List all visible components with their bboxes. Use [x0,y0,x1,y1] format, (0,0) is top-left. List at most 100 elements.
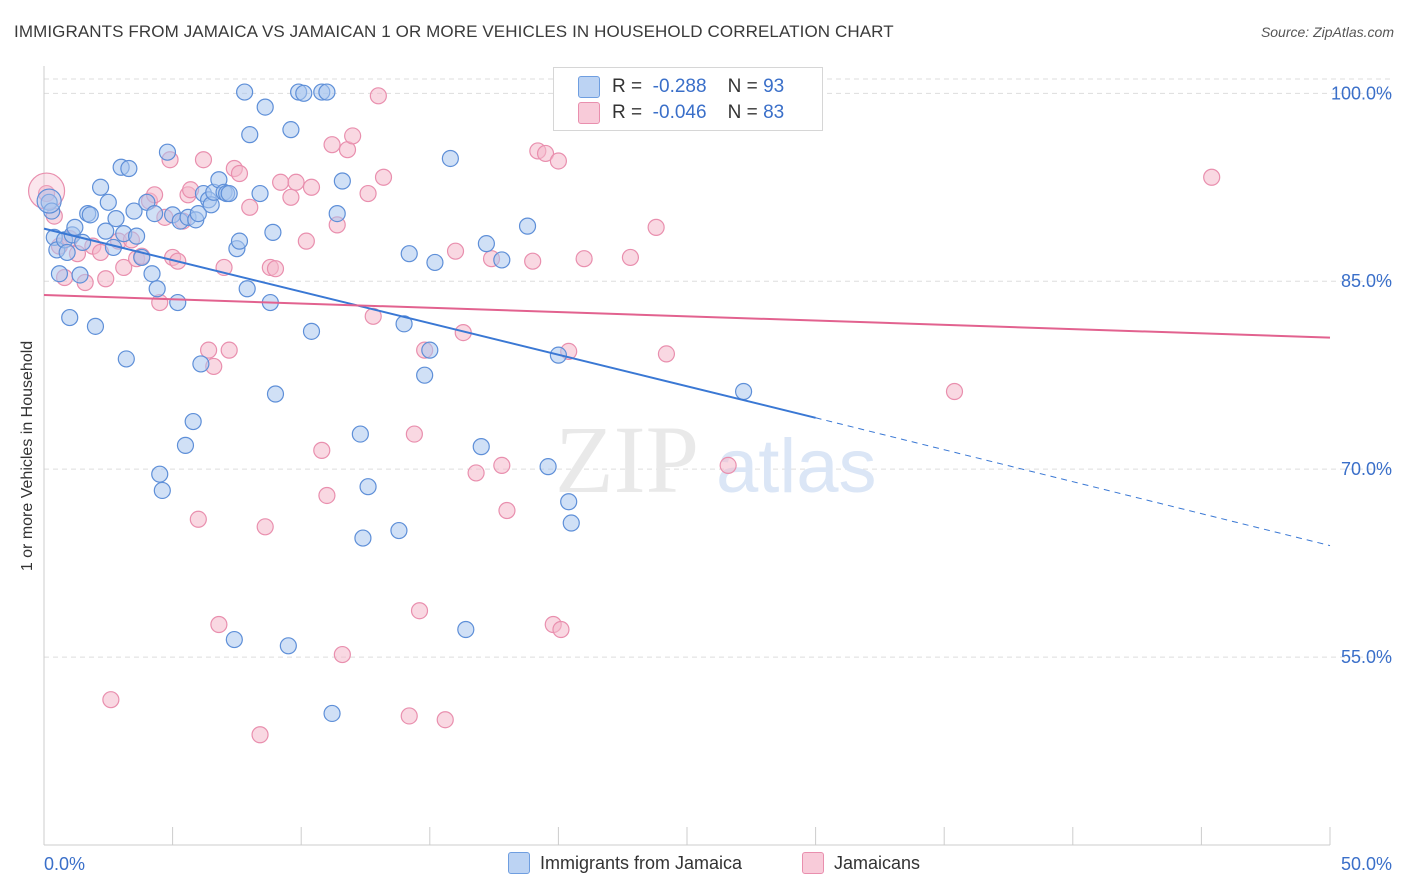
data-point-jamaicans [189,510,207,528]
data-point-immigrants [256,98,274,116]
pink-swatch [802,852,824,874]
source-label: Source: ZipAtlas.com [1260,24,1394,40]
data-point-jamaicans [297,232,315,250]
data-point-immigrants [86,317,105,335]
r-value: -0.288 [652,76,707,97]
blue-swatch [578,76,600,98]
data-point-immigrants [518,217,537,235]
data-point-jamaicans [467,464,485,482]
x-tick-label: 50.0% [1341,854,1392,874]
data-point-jamaicans [313,441,331,459]
data-point-jamaicans [97,270,115,288]
y-axis-label: 1 or more Vehicles in Household [19,340,36,572]
data-point-jamaicans [256,518,274,536]
data-point-jamaicans [369,87,387,105]
data-point-jamaicans [272,173,290,191]
data-point-immigrants [302,322,321,340]
data-point-immigrants [143,265,161,283]
data-point-jamaicans [552,620,570,639]
data-point-immigrants [43,202,61,220]
data-point-jamaicans [549,152,568,170]
data-point-jamaicans [446,242,465,260]
data-point-immigrants [426,253,444,272]
data-point-jamaicans [220,341,238,359]
data-point-immigrants [282,121,300,139]
y-tick-label: 100.0% [1331,83,1392,103]
data-point-jamaicans [410,602,429,620]
n-value: 83 [763,102,785,123]
trend-lines [43,227,1331,547]
data-point-immigrants [97,222,115,240]
data-point-immigrants [151,465,169,483]
data-point-immigrants [61,308,79,327]
data-point-jamaicans [302,178,321,196]
data-point-immigrants [66,218,84,236]
blue-swatch [508,852,530,874]
data-point-immigrants [125,202,143,220]
data-point-immigrants [192,355,210,373]
data-point-immigrants [225,630,243,649]
data-point-jamaicans [318,486,336,505]
watermark: ZIP atlas [555,406,877,513]
series-immigrants-from-jamaica [36,83,753,723]
data-point-immigrants [71,266,89,284]
data-point-jamaicans [719,456,737,475]
r-label: R = [612,76,643,97]
pink-swatch [578,102,600,124]
data-point-immigrants [264,223,282,241]
svg-text:atlas: atlas [716,424,877,509]
data-point-immigrants [238,280,256,298]
data-point-immigrants [120,159,138,178]
data-point-immigrants [441,149,459,168]
data-point-immigrants [560,493,578,511]
data-point-immigrants [734,382,753,401]
data-point-immigrants [328,204,346,223]
data-point-immigrants [400,245,418,263]
data-point-immigrants [323,704,341,723]
y-tick-label: 85.0% [1341,271,1392,291]
data-point-immigrants [50,265,69,283]
data-point-immigrants [354,529,372,547]
data-point-jamaicans [241,198,259,216]
data-point-immigrants [107,210,125,228]
trend-line-immigrants [43,227,816,419]
data-point-immigrants [117,350,135,368]
n-label: N = [727,76,758,97]
legend-item-jamaicans: Jamaicans [802,852,920,874]
data-point-immigrants [251,184,269,203]
data-point-jamaicans [436,711,454,729]
legend-item-immigrants: Immigrants from Jamaica [508,852,742,874]
stats-row-blue: R = -0.288 N = 93 [578,74,784,100]
data-point-immigrants [189,204,207,223]
data-point-immigrants [169,293,187,312]
data-point-immigrants [477,235,495,253]
data-point-immigrants [416,366,434,384]
data-point-jamaicans [945,382,964,401]
data-point-immigrants [99,193,117,211]
data-point-jamaicans [621,248,640,267]
r-value: -0.046 [652,102,707,123]
y-tick-label: 70.0% [1341,459,1392,479]
data-point-jamaicans [282,188,300,206]
data-point-jamaicans [524,252,542,270]
n-value: 93 [763,76,785,97]
data-point-jamaicans [405,425,423,443]
data-point-immigrants [279,637,297,655]
data-point-jamaicans [575,250,593,268]
data-point-immigrants [395,315,413,333]
legend-label: Jamaicans [834,852,921,873]
data-point-immigrants [220,184,238,203]
svg-text:ZIP: ZIP [555,406,699,513]
data-point-jamaicans [493,456,511,475]
data-point-immigrants [184,412,202,431]
data-point-jamaicans [536,144,555,163]
data-point-immigrants [230,232,249,250]
data-point-immigrants [351,425,369,443]
data-point-immigrants [58,243,76,262]
data-point-immigrants [127,227,146,245]
data-point-jamaicans [374,168,393,186]
data-point-immigrants [236,83,254,101]
data-point-immigrants [158,143,177,161]
x-tick-label: 0.0% [44,854,85,874]
